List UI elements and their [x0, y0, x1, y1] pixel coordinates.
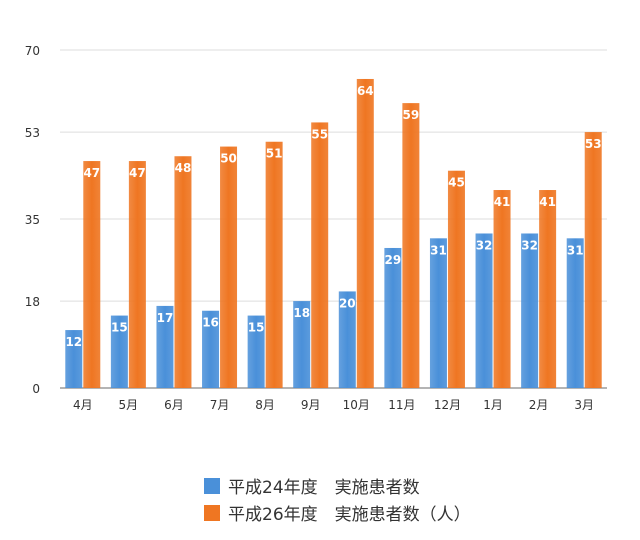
bar-series-1-7 — [384, 247, 402, 388]
x-tick-label: 2月 — [529, 398, 549, 412]
data-label-series-1: 32 — [521, 238, 538, 252]
data-label-series-1: 32 — [476, 238, 493, 252]
x-tick-label: 4月 — [73, 398, 93, 412]
bar-series-1-2 — [156, 305, 174, 388]
bar-series-2-4 — [265, 141, 283, 388]
bar-series-2-10 — [539, 190, 557, 388]
data-label-series-2: 47 — [129, 166, 146, 180]
legend-swatch-series-1 — [204, 477, 220, 494]
bar-series-1-3 — [202, 310, 220, 388]
x-axis-ticks: 4月 5月 6月 7月 8月 9月 10月 11月 12月 1月 2月 3月 — [73, 398, 594, 412]
data-label-series-1: 31 — [567, 243, 584, 257]
data-label-series-1: 17 — [157, 311, 174, 325]
bar-series-1-10 — [521, 233, 539, 388]
x-tick-label: 3月 — [574, 398, 594, 412]
data-label-series-1: 15 — [111, 321, 128, 335]
x-tick-label: 11月 — [388, 398, 415, 412]
data-label-series-1: 15 — [248, 321, 265, 335]
x-tick-label: 12月 — [434, 398, 461, 412]
data-label-series-1: 16 — [202, 316, 219, 330]
bar-series-1-8 — [429, 238, 447, 388]
y-tick-label: 35 — [25, 213, 40, 227]
data-label-series-1: 31 — [430, 243, 447, 257]
data-label-series-1: 12 — [65, 335, 82, 349]
data-label-series-2: 59 — [403, 108, 420, 122]
data-label-series-2: 51 — [266, 147, 283, 161]
data-labels: 12 47 15 47 17 48 16 50 15 51 18 55 20 64 29 59 31 45 32 41… — [65, 84, 601, 349]
legend: 平成24年度 実施患者数 平成26年度 実施患者数（人） — [204, 472, 471, 526]
y-tick-label: 0 — [32, 382, 40, 396]
data-label-series-2: 55 — [311, 127, 328, 141]
data-label-series-2: 53 — [585, 137, 602, 151]
bar-series-1-0 — [65, 330, 83, 388]
bar-series-2-2 — [174, 156, 192, 388]
data-label-series-2: 48 — [175, 161, 192, 175]
bar-series-2-5 — [311, 122, 329, 388]
y-axis-ticks: 0 18 35 53 70 — [25, 44, 40, 396]
x-tick-label: 10月 — [343, 398, 370, 412]
legend-label-series-1: 平成24年度 実施患者数 — [228, 478, 420, 498]
bar-series-1-4 — [247, 315, 265, 388]
bar-series-2-7 — [402, 103, 420, 388]
data-label-series-1: 29 — [385, 253, 402, 267]
data-label-series-2: 64 — [357, 84, 374, 98]
bars — [65, 78, 602, 388]
x-tick-label: 7月 — [210, 398, 230, 412]
gridlines — [60, 49, 607, 389]
legend-item-series-2: 平成26年度 実施患者数（人） — [204, 499, 471, 526]
x-tick-label: 8月 — [255, 398, 275, 412]
y-tick-label: 70 — [25, 44, 40, 58]
bar-series-2-3 — [220, 146, 238, 388]
bar-series-1-11 — [566, 238, 584, 388]
x-tick-label: 1月 — [483, 398, 503, 412]
x-tick-label: 5月 — [119, 398, 139, 412]
bar-series-2-8 — [447, 170, 465, 388]
x-tick-label: 6月 — [164, 398, 184, 412]
data-label-series-2: 41 — [539, 195, 556, 209]
bar-series-2-0 — [83, 161, 101, 388]
legend-item-series-1: 平成24年度 実施患者数 — [204, 472, 471, 499]
data-label-series-2: 41 — [494, 195, 511, 209]
legend-swatch-series-2 — [204, 504, 220, 521]
data-label-series-2: 50 — [220, 152, 237, 166]
bar-series-1-9 — [475, 233, 493, 388]
bar-series-2-11 — [584, 132, 602, 388]
data-label-series-2: 47 — [83, 166, 100, 180]
legend-label-series-2: 平成26年度 実施患者数（人） — [228, 505, 471, 525]
bar-series-1-6 — [338, 291, 356, 388]
x-tick-label: 9月 — [301, 398, 321, 412]
data-label-series-1: 20 — [339, 296, 356, 310]
bar-series-2-1 — [128, 161, 146, 388]
data-label-series-2: 45 — [448, 176, 465, 190]
bar-series-1-1 — [110, 315, 128, 388]
y-tick-label: 53 — [25, 126, 40, 140]
bar-series-2-9 — [493, 190, 511, 388]
data-label-series-1: 18 — [293, 306, 310, 320]
y-tick-label: 18 — [25, 295, 40, 309]
bar-series-1-5 — [293, 301, 311, 388]
bar-series-2-6 — [356, 78, 374, 388]
